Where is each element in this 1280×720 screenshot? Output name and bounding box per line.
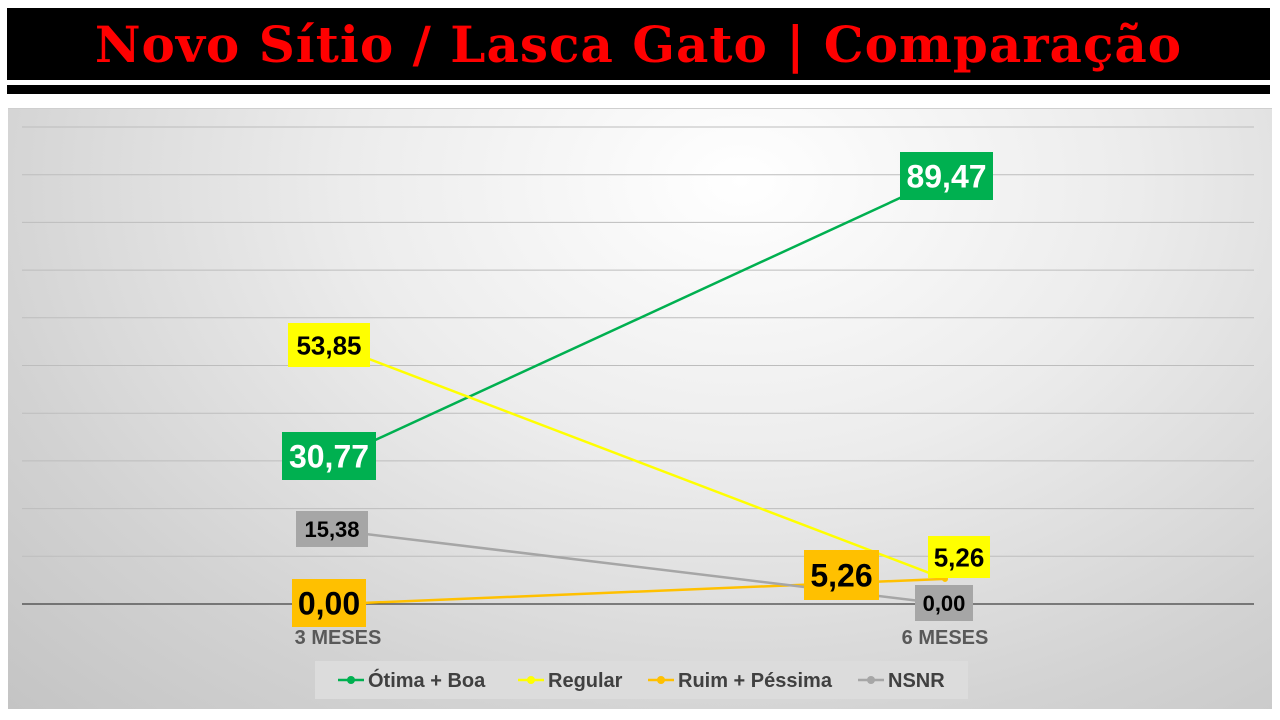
line-chart: 3 MESES 6 MESES 15,38 0,00 0,00 5,26 53,85 5,26…: [22, 126, 1254, 699]
gridlines: [22, 126, 1254, 557]
data-label: 15,38: [296, 511, 368, 547]
data-label: 0,00: [915, 585, 973, 621]
data-label-text: 0,00: [923, 591, 966, 616]
data-label: 89,47: [900, 152, 993, 200]
legend-swatch-marker: [657, 676, 665, 684]
x-tick-label: 3 MESES: [295, 627, 382, 649]
data-label-box: [915, 585, 973, 621]
data-label-box: [804, 550, 879, 600]
legend-item: Regular: [518, 670, 623, 692]
legend-item: Ruim + Péssima: [648, 670, 833, 692]
data-label: 30,77: [282, 432, 376, 480]
data-label-box: [282, 432, 376, 480]
data-label-box: [928, 536, 990, 578]
legend-swatch-marker: [527, 676, 535, 684]
chart-area: 3 MESES 6 MESES 15,38 0,00 0,00 5,26 53,85 5,26…: [8, 108, 1272, 709]
data-label-text: 5,26: [810, 558, 872, 594]
legend-label: Regular: [548, 670, 623, 692]
title-rule: [7, 85, 1270, 94]
data-label: 53,85: [288, 323, 370, 367]
data-label: 5,26: [804, 550, 879, 600]
legend-item: Ótima + Boa: [338, 668, 486, 692]
series-line: [337, 176, 946, 459]
data-label-text: 89,47: [906, 159, 986, 195]
x-tick-label: 6 MESES: [902, 627, 989, 649]
data-label-box: [900, 152, 993, 200]
data-label-box: [288, 323, 370, 367]
legend-label: Ruim + Péssima: [678, 670, 833, 692]
legend-item: NSNR: [858, 670, 945, 692]
legend: Ótima + Boa Regular Ruim + Péssima NSNR: [315, 661, 968, 699]
series-line: [337, 345, 946, 581]
legend-label: Ótima + Boa: [368, 668, 486, 692]
data-label-text: 5,26: [934, 542, 985, 572]
data-label-box: [296, 511, 368, 547]
legend-swatch-marker: [347, 676, 355, 684]
data-label-text: 0,00: [298, 586, 360, 622]
data-label-box: [292, 579, 366, 627]
data-label-text: 15,38: [304, 517, 359, 542]
page-title: Novo Sítio / Lasca Gato | Comparação: [94, 14, 1183, 74]
data-label-text: 53,85: [296, 330, 361, 360]
legend-label: NSNR: [888, 670, 945, 692]
title-bar: Novo Sítio / Lasca Gato | Comparação: [7, 8, 1270, 80]
data-label: 0,00: [292, 579, 366, 627]
data-label-text: 30,77: [289, 439, 369, 475]
legend-swatch-marker: [867, 676, 875, 684]
data-label: 5,26: [928, 536, 990, 578]
